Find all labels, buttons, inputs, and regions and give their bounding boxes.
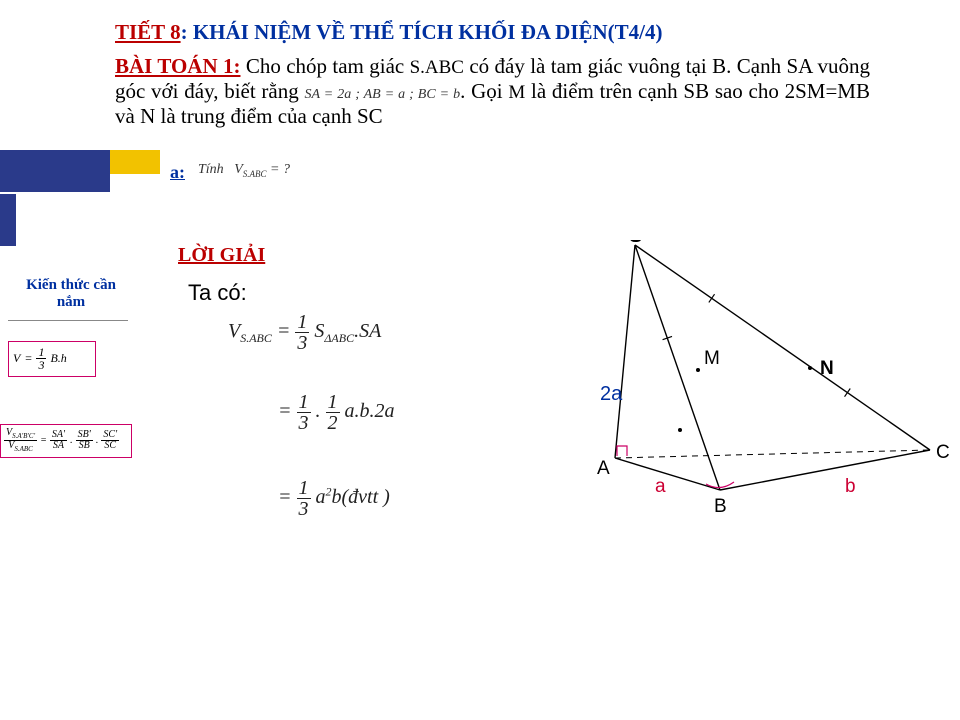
svg-text:C: C [936, 442, 950, 463]
question-tinh: Tính VS.ABC = ? [198, 162, 290, 179]
svg-text:N: N [820, 358, 834, 379]
lesson-title: TIẾT 8: KHÁI NIỆM VỀ THỂ TÍCH KHỐI ĐA DI… [115, 20, 663, 45]
svg-text:B: B [714, 496, 727, 517]
sub-question-a: a: [170, 162, 185, 183]
svg-text:b: b [845, 476, 856, 497]
svg-text:a: a [655, 476, 666, 497]
equation-2: = 13 . 12 a.b.2a [278, 392, 395, 433]
problem-sabc: S.ABC [410, 57, 464, 78]
svg-text:2a: 2a [600, 383, 623, 405]
svg-text:A: A [597, 458, 610, 479]
problem-m: M [508, 82, 525, 103]
problem-part3: . Gọi [460, 79, 508, 103]
solution-heading: LỜI GIẢI [178, 244, 265, 267]
formula-box-ratio: VS.A'B'C' VS.ABC = SA'SA. SB'SB. SC'SC [0, 424, 132, 458]
problem-label: BÀI TOÁN 1: [115, 54, 240, 78]
svg-text:S: S [629, 240, 642, 247]
title-rest: : KHÁI NIỆM VỀ THỂ TÍCH KHỐI ĐA DIỆN(T4/… [181, 20, 663, 44]
decor-blue-block [0, 150, 110, 192]
solution-lead: Ta có: [188, 280, 247, 306]
problem-part1: Cho chóp tam giác [240, 54, 409, 78]
geometry-diagram: S A B C M N 2a a b [550, 240, 950, 530]
sidebar-knowledge-label: Kiến thức cần nắm [16, 277, 126, 311]
decor-blue-bar [0, 194, 16, 246]
formula-box-volume: V = 13 B.h [8, 341, 96, 377]
problem-statement: BÀI TOÁN 1: Cho chóp tam giác S.ABC có đ… [115, 54, 870, 129]
equation-1: VS.ABC = 13 SΔABC.SA [228, 312, 381, 353]
problem-given: SA = 2a ; AB = a ; BC = b [304, 87, 460, 102]
sidebar-divider [8, 320, 128, 321]
svg-text:M: M [704, 348, 720, 369]
equation-3: = 13 a2b((đvtt )đvtt ) [278, 478, 390, 519]
decor-yellow-strip [110, 150, 160, 174]
title-prefix: TIẾT 8 [115, 20, 181, 44]
